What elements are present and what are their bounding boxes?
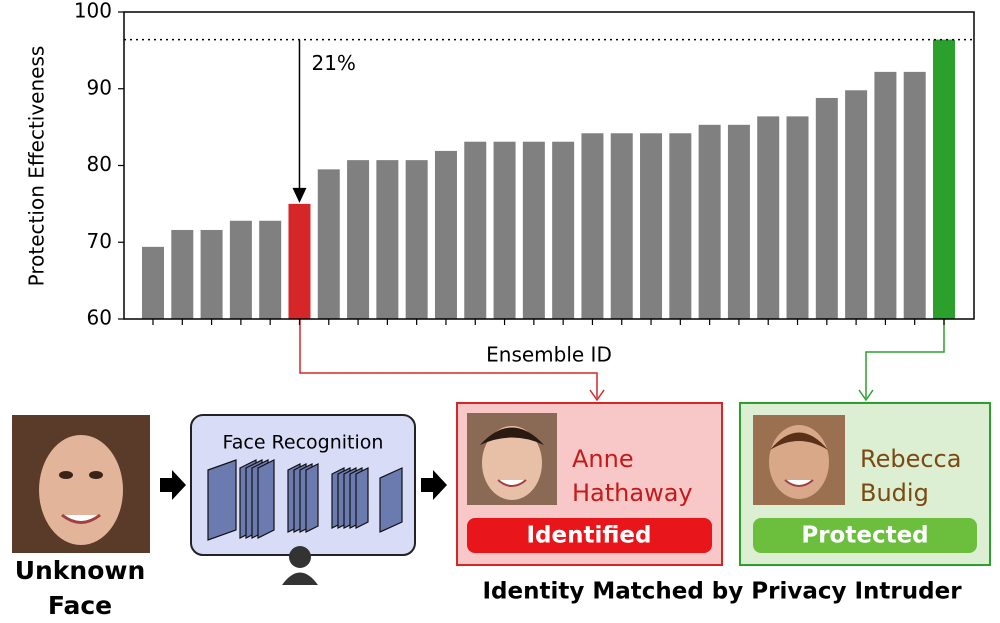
match-name: Hathaway [572,479,693,507]
arrowhead [292,187,307,203]
y-tick-label: 90 [87,75,112,99]
bar [171,229,194,319]
bar [434,150,457,319]
bar [874,71,897,320]
bar [259,220,282,319]
bar [933,39,955,319]
bar [405,160,428,319]
bar [142,246,164,319]
bar [522,141,545,319]
y-axis-label: Protection Effectiveness [25,46,49,287]
y-tick-label: 70 [87,229,112,253]
bar [610,133,633,319]
arrow [160,470,186,500]
bar [347,160,370,319]
annotation: 21% [311,51,355,75]
arrow [421,470,447,500]
input-label: Face [48,591,112,620]
bar [493,141,516,319]
bar [464,141,487,319]
bar [229,220,252,319]
bar [640,133,663,319]
bar [698,124,721,319]
face-image [467,413,557,505]
bar [376,160,399,319]
match-name: Budig [860,479,929,507]
arrowhead [589,389,605,402]
bar [845,90,868,319]
network-layers [207,459,403,541]
caption: Identity Matched by Privacy Intruder [482,579,962,605]
match-name: Rebecca [860,445,961,473]
bar [757,116,780,319]
intruder-icon [282,546,318,585]
bar [581,133,604,319]
bar [669,133,692,319]
bar [786,116,809,319]
y-tick-label: 80 [87,152,112,176]
bar [727,124,750,319]
model-label: Face Recognition [223,432,384,454]
bar [552,141,575,319]
bar [317,169,340,319]
bar [288,203,311,319]
connector [865,319,945,398]
status-badge [467,518,712,553]
bar [815,97,838,320]
status-text: Protected [801,523,928,549]
connector [299,319,598,398]
match-name: Anne [572,445,634,473]
plot-frame [123,11,975,320]
x-axis-label: Ensemble ID [486,343,612,367]
face-image [12,415,150,553]
y-tick-label: 60 [87,306,112,330]
status-text: Identified [527,523,652,549]
y-tick-label: 100 [74,0,112,23]
input-label: Unknown [15,556,146,585]
face-image [753,415,845,505]
status-badge [753,518,977,553]
arrowhead [858,389,874,402]
bar [903,71,926,320]
bar [200,229,223,319]
